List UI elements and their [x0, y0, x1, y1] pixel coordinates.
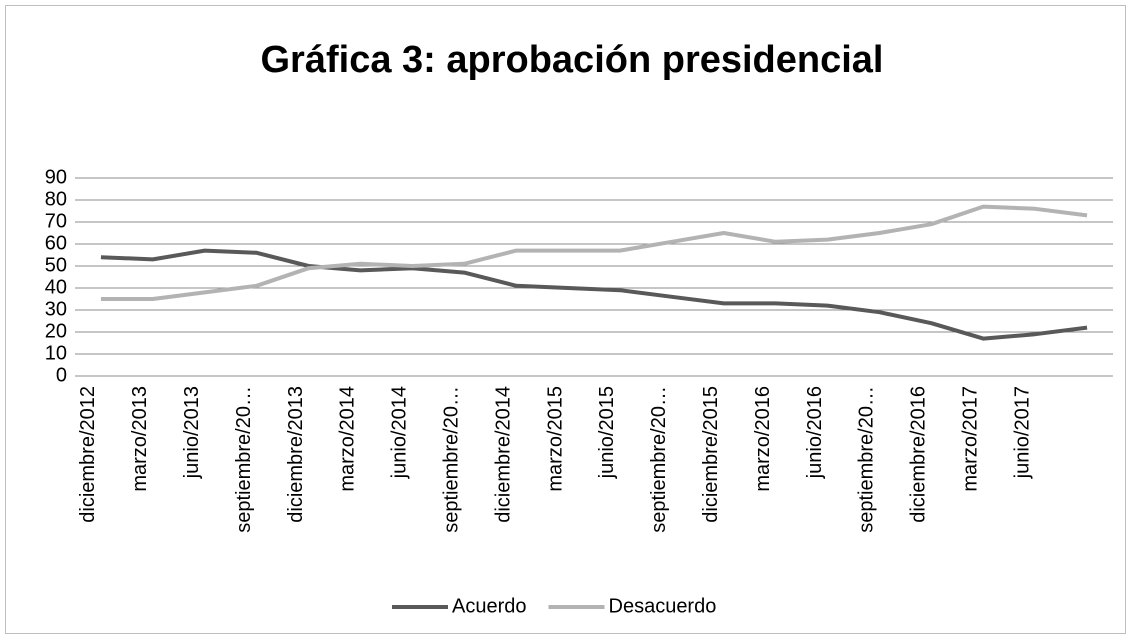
x-tick-label: junio/2013	[181, 386, 203, 479]
x-tick-label: septiembre/20…	[856, 386, 878, 533]
y-tick-label: 60	[45, 232, 67, 254]
y-tick-label: 90	[45, 166, 67, 188]
y-tick-label: 10	[45, 342, 67, 364]
chart-border	[5, 5, 1126, 634]
y-tick-label: 40	[45, 276, 67, 298]
x-tick-label: marzo/2017	[960, 386, 982, 492]
y-tick-label: 50	[45, 254, 67, 276]
x-tick-label: diciembre/2016	[908, 386, 930, 523]
x-tick-label: junio/2014	[389, 386, 411, 479]
legend-label: Desacuerdo	[609, 595, 717, 617]
x-tick-label: marzo/2013	[129, 386, 151, 492]
x-tick-label: septiembre/20…	[233, 386, 255, 533]
y-tick-label: 80	[45, 188, 67, 210]
x-tick-label: septiembre/20…	[648, 386, 670, 533]
x-tick-label: diciembre/2015	[700, 386, 722, 523]
x-tick-label: diciembre/2014	[492, 386, 514, 523]
line-series	[100, 248, 1088, 341]
x-tick-label: diciembre/2013	[285, 386, 307, 523]
x-tick-label: marzo/2016	[752, 386, 774, 492]
y-tick-label: 20	[45, 320, 67, 342]
chart-title: Gráfica 3: aprobación presidencial	[261, 39, 884, 81]
legend-label: Acuerdo	[452, 595, 527, 617]
line-series	[100, 204, 1088, 301]
x-tick-label: septiembre/20…	[441, 386, 463, 533]
y-tick-label: 70	[45, 210, 67, 232]
x-tick-label: junio/2016	[804, 386, 826, 479]
y-tick-label: 30	[45, 298, 67, 320]
x-tick-label: marzo/2014	[337, 386, 359, 492]
x-tick-label: junio/2015	[596, 386, 618, 479]
y-tick-label: 0	[56, 364, 67, 386]
x-tick-label: diciembre/2012	[77, 386, 99, 523]
x-tick-label: junio/2017	[1011, 386, 1033, 479]
x-tick-label: marzo/2015	[544, 386, 566, 492]
